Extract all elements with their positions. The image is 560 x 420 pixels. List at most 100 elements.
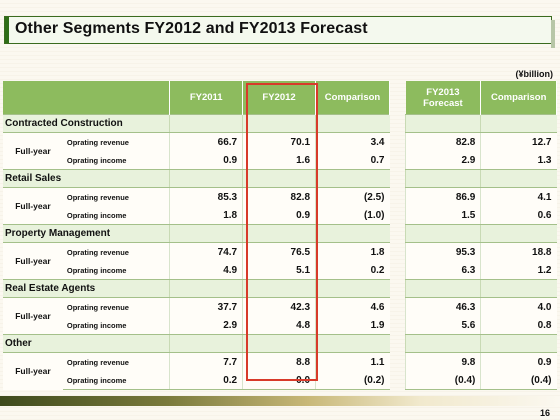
data-row: Oprating income 4.9 5.1 0.2 <box>3 261 390 280</box>
value-comparison: 4.6 <box>315 297 390 316</box>
forecast-segment-row <box>404 114 557 133</box>
results-table: FY2011 FY2012 Comparison Contracted Cons… <box>3 81 390 390</box>
value-fc_comparison: 1.2 <box>480 261 557 280</box>
forecast-data-row: 1.5 0.6 <box>404 206 557 225</box>
income-label: Oprating income <box>62 151 170 170</box>
segment-row-cell <box>242 224 316 243</box>
header-fy2013-forecast: FY2013 Forecast <box>405 81 482 115</box>
revenue-label: Oprating revenue <box>62 132 170 151</box>
segment-row-cell <box>480 114 557 133</box>
value-fy2012: 8.8 <box>242 352 316 371</box>
value-fy2013: 1.5 <box>404 206 481 225</box>
segment-row: Property Management <box>3 224 390 243</box>
value-fy2011: 2.9 <box>169 316 243 335</box>
segment-row-cell <box>169 334 243 353</box>
segment-row-cell <box>169 114 243 133</box>
forecast-segment-row <box>404 279 557 298</box>
value-fy2012: 0.0 <box>242 371 316 390</box>
value-fc_comparison: 0.6 <box>480 206 557 225</box>
value-comparison: 1.9 <box>315 316 390 335</box>
segment-name: Property Management <box>3 224 170 243</box>
segment-row-cell <box>315 279 390 298</box>
page-number: 16 <box>539 408 550 418</box>
segment-row-cell <box>404 334 481 353</box>
value-fy2012: 76.5 <box>242 242 316 261</box>
segment-row-cell <box>169 224 243 243</box>
segment-name: Other <box>3 334 170 353</box>
segment-name: Contracted Construction <box>3 114 170 133</box>
value-fc_comparison: 4.1 <box>480 187 557 206</box>
segment-row-cell <box>404 114 481 133</box>
income-label: Oprating income <box>62 316 170 335</box>
data-row: Oprating income 2.9 4.8 1.9 <box>3 316 390 335</box>
header-blank <box>3 81 171 115</box>
forecast-data-row: 46.3 4.0 <box>404 297 557 316</box>
value-fy2013: 46.3 <box>404 297 481 316</box>
data-row: Full-year Oprating revenue 7.7 8.8 1.1 <box>3 352 390 390</box>
value-fy2013: 2.9 <box>404 151 481 170</box>
segment-row-cell <box>242 169 316 188</box>
value-fy2012: 82.8 <box>242 187 316 206</box>
revenue-label: Oprating revenue <box>62 297 170 316</box>
value-fy2011: 85.3 <box>169 187 243 206</box>
value-fy2011: 74.7 <box>169 242 243 261</box>
forecast-data-row: 2.9 1.3 <box>404 151 557 170</box>
value-fy2013: 86.9 <box>404 187 481 206</box>
unit-label: (¥billion) <box>515 69 554 79</box>
segment-row-cell <box>315 114 390 133</box>
segment-row-cell <box>480 279 557 298</box>
value-comparison: 1.1 <box>315 352 390 371</box>
forecast-segment-row <box>404 334 557 353</box>
segment-row: Contracted Construction <box>3 114 390 133</box>
value-fc_comparison: 0.8 <box>480 316 557 335</box>
segment-row-cell <box>404 169 481 188</box>
period-label: Full-year <box>3 132 63 170</box>
segment-row-cell <box>242 334 316 353</box>
forecast-table: FY2013 Forecast Comparison 82.8 12.7 2.9 1.… <box>404 81 557 390</box>
header-forecast-comparison: Comparison <box>480 81 557 115</box>
segment-row-cell <box>315 169 390 188</box>
segment-row-cell <box>480 334 557 353</box>
segment-name: Real Estate Agents <box>3 279 170 298</box>
header-fy2012: FY2012 <box>242 81 317 115</box>
forecast-data-row: (0.4) (0.4) <box>404 371 557 390</box>
value-comparison: (0.2) <box>315 371 390 390</box>
segment-row-cell <box>480 224 557 243</box>
segment-row-cell <box>315 224 390 243</box>
value-comparison: (1.0) <box>315 206 390 225</box>
data-row: Oprating income 0.2 0.0 (0.2) <box>3 371 390 390</box>
segment-row: Retail Sales <box>3 169 390 188</box>
value-comparison: 1.8 <box>315 242 390 261</box>
data-row: Full-year Oprating revenue 85.3 82.8 (2.5) <box>3 187 390 225</box>
value-comparison: 0.2 <box>315 261 390 280</box>
data-row: Full-year Oprating revenue 66.7 70.1 3.4 <box>3 132 390 170</box>
value-fy2011: 0.2 <box>169 371 243 390</box>
segment-row: Other <box>3 334 390 353</box>
forecast-data-row: 9.8 0.9 <box>404 352 557 371</box>
data-row: Full-year Oprating revenue 74.7 76.5 1.8 <box>3 242 390 280</box>
data-row: Oprating income 0.9 1.6 0.7 <box>3 151 390 170</box>
segment-row-cell <box>242 279 316 298</box>
value-fy2011: 0.9 <box>169 151 243 170</box>
value-fy2013: 95.3 <box>404 242 481 261</box>
data-row: Full-year Oprating revenue 37.7 42.3 4.6 <box>3 297 390 335</box>
income-label: Oprating income <box>62 371 170 390</box>
results-header-row: FY2011 FY2012 Comparison <box>3 81 390 115</box>
forecast-segment-row <box>404 224 557 243</box>
title-accent-bar <box>5 17 9 43</box>
revenue-label: Oprating revenue <box>62 187 170 206</box>
value-fc_comparison: 4.0 <box>480 297 557 316</box>
value-fy2011: 4.9 <box>169 261 243 280</box>
value-fc_comparison: 18.8 <box>480 242 557 261</box>
value-fc_comparison: (0.4) <box>480 371 557 390</box>
header-fy2013-line1: FY2013 <box>426 86 460 98</box>
value-fy2011: 1.8 <box>169 206 243 225</box>
segment-row-cell <box>169 279 243 298</box>
income-label: Oprating income <box>62 206 170 225</box>
slide-title: Other Segments FY2012 and FY2013 Forecas… <box>15 20 368 37</box>
value-comparison: 3.4 <box>315 132 390 151</box>
revenue-label: Oprating revenue <box>62 352 170 371</box>
forecast-data-row: 95.3 18.8 <box>404 242 557 261</box>
segment-row: Real Estate Agents <box>3 279 390 298</box>
period-label: Full-year <box>3 242 63 280</box>
